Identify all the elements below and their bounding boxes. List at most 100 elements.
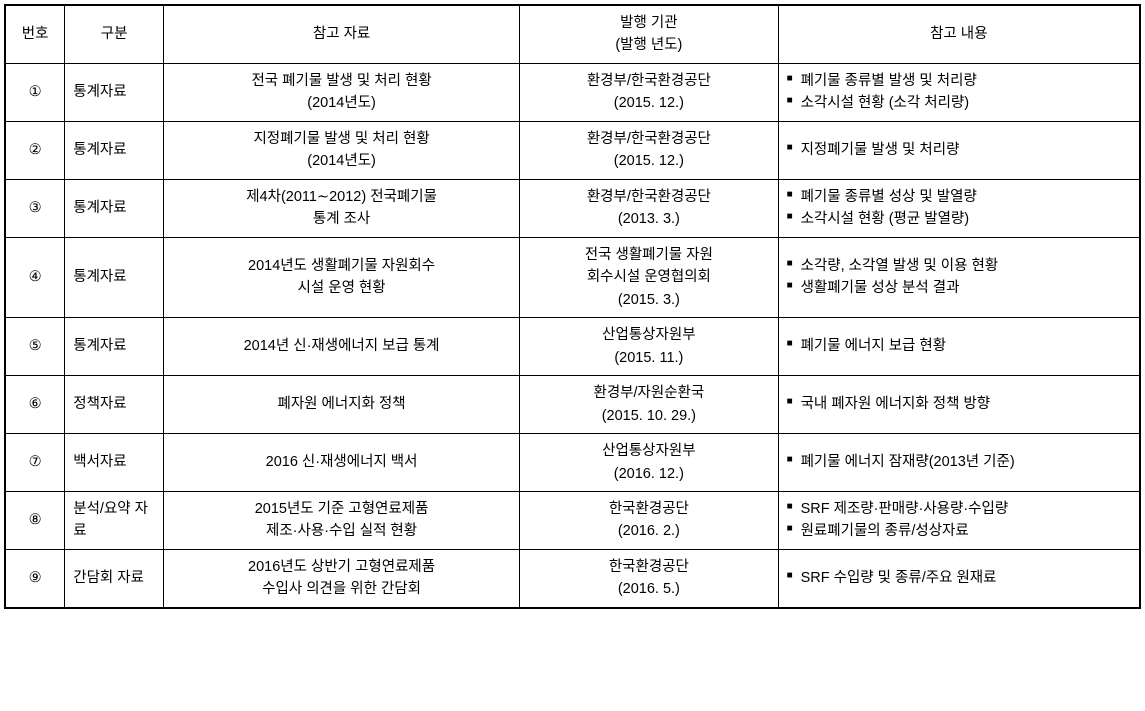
cell-org-line1: 산업통상자원부 — [528, 440, 769, 462]
table-row: ⑥정책자료폐자원 에너지화 정책환경부/자원순환국(2015. 10. 29.)… — [5, 376, 1140, 434]
cell-num: ⑥ — [5, 376, 65, 434]
cell-reference: 2016 신·재생에너지 백서 — [164, 434, 520, 492]
cell-reference-line1: 2014년도 생활폐기물 자원회수 — [172, 255, 511, 277]
cell-org: 전국 생활폐기물 자원회수시설 운영협의회(2015. 3.) — [520, 237, 778, 317]
cell-note: 폐기물 종류별 성상 및 발열량소각시설 현황 (평균 발열량) — [778, 179, 1140, 237]
cell-org-line2: (2016. 12.) — [528, 463, 769, 485]
cell-org: 환경부/한국환경공단(2015. 12.) — [520, 121, 778, 179]
cell-reference: 전국 폐기물 발생 및 처리 현황(2014년도) — [164, 63, 520, 121]
note-item: 국내 폐자원 에너지화 정책 방향 — [787, 393, 1131, 415]
note-item: 소각량, 소각열 발생 및 이용 현황 — [787, 255, 1131, 277]
table-row: ④통계자료2014년도 생활폐기물 자원회수시설 운영 현황전국 생활폐기물 자… — [5, 237, 1140, 317]
note-item: SRF 수입량 및 종류/주요 원재료 — [787, 567, 1131, 589]
cell-org: 한국환경공단(2016. 5.) — [520, 549, 778, 607]
note-list: 지정폐기물 발생 및 처리량 — [787, 139, 1131, 161]
cell-category: 통계자료 — [65, 121, 164, 179]
cell-reference: 지정폐기물 발생 및 처리 현황(2014년도) — [164, 121, 520, 179]
cell-num: ② — [5, 121, 65, 179]
cell-reference-line1: 전국 폐기물 발생 및 처리 현황 — [172, 70, 511, 92]
cell-reference-line2: 통계 조사 — [172, 208, 511, 230]
reference-table: 번호 구분 참고 자료 발행 기관 (발행 년도) 참고 내용 ①통계자료전국 … — [4, 4, 1141, 609]
cell-reference: 2014년도 생활폐기물 자원회수시설 운영 현황 — [164, 237, 520, 317]
header-num: 번호 — [5, 5, 65, 63]
cell-reference-line2: 수입사 의견을 위한 간담회 — [172, 578, 511, 600]
cell-reference-line2: 시설 운영 현황 — [172, 277, 511, 299]
cell-org-line1: 환경부/한국환경공단 — [528, 128, 769, 150]
cell-reference-line1: 2016년도 상반기 고형연료제품 — [172, 556, 511, 578]
table-row: ①통계자료전국 폐기물 발생 및 처리 현황(2014년도)환경부/한국환경공단… — [5, 63, 1140, 121]
cell-reference-line1: 제4차(2011∼2012) 전국폐기물 — [172, 186, 511, 208]
cell-org-line1: 환경부/한국환경공단 — [528, 70, 769, 92]
note-list: 폐기물 에너지 잠재량(2013년 기준) — [787, 451, 1131, 473]
cell-num: ⑦ — [5, 434, 65, 492]
note-list: 폐기물 종류별 발생 및 처리량소각시설 현황 (소각 처리량) — [787, 70, 1131, 115]
cell-reference-line1: 폐자원 에너지화 정책 — [172, 393, 511, 415]
table-row: ③통계자료제4차(2011∼2012) 전국폐기물통계 조사환경부/한국환경공단… — [5, 179, 1140, 237]
header-org-line1: 발행 기관 — [528, 12, 769, 34]
cell-note: SRF 제조량·판매량·사용량·수입량원료폐기물의 종류/성상자료 — [778, 491, 1140, 549]
header-org: 발행 기관 (발행 년도) — [520, 5, 778, 63]
table-row: ②통계자료지정폐기물 발생 및 처리 현황(2014년도)환경부/한국환경공단(… — [5, 121, 1140, 179]
header-org-line2: (발행 년도) — [528, 34, 769, 56]
note-item: 폐기물 에너지 잠재량(2013년 기준) — [787, 451, 1131, 473]
cell-reference: 2014년 신·재생에너지 보급 통계 — [164, 318, 520, 376]
cell-note: 소각량, 소각열 발생 및 이용 현황생활폐기물 성상 분석 결과 — [778, 237, 1140, 317]
note-item: 소각시설 현황 (평균 발열량) — [787, 208, 1131, 230]
note-list: 폐기물 에너지 보급 현황 — [787, 335, 1131, 357]
cell-reference-line2: 제조·사용·수입 실적 현황 — [172, 520, 511, 542]
note-list: 소각량, 소각열 발생 및 이용 현황생활폐기물 성상 분석 결과 — [787, 255, 1131, 300]
header-note: 참고 내용 — [778, 5, 1140, 63]
note-list: SRF 제조량·판매량·사용량·수입량원료폐기물의 종류/성상자료 — [787, 498, 1131, 543]
cell-reference-line1: 지정폐기물 발생 및 처리 현황 — [172, 128, 511, 150]
table-row: ⑨간담회 자료2016년도 상반기 고형연료제품수입사 의견을 위한 간담회한국… — [5, 549, 1140, 607]
cell-num: ⑨ — [5, 549, 65, 607]
table-row: ⑤통계자료2014년 신·재생에너지 보급 통계산업통상자원부(2015. 11… — [5, 318, 1140, 376]
cell-org: 한국환경공단(2016. 2.) — [520, 491, 778, 549]
cell-org-line1: 전국 생활폐기물 자원 — [528, 244, 769, 266]
cell-reference: 제4차(2011∼2012) 전국폐기물통계 조사 — [164, 179, 520, 237]
note-item: 소각시설 현황 (소각 처리량) — [787, 92, 1131, 114]
note-item: 폐기물 에너지 보급 현황 — [787, 335, 1131, 357]
cell-reference-line1: 2014년 신·재생에너지 보급 통계 — [172, 335, 511, 357]
cell-org-line2: (2015. 10. 29.) — [528, 405, 769, 427]
cell-reference: 2015년도 기준 고형연료제품제조·사용·수입 실적 현황 — [164, 491, 520, 549]
cell-reference: 폐자원 에너지화 정책 — [164, 376, 520, 434]
cell-category: 백서자료 — [65, 434, 164, 492]
cell-org: 산업통상자원부(2016. 12.) — [520, 434, 778, 492]
note-item: 폐기물 종류별 발생 및 처리량 — [787, 70, 1131, 92]
cell-org-line2: (2016. 2.) — [528, 520, 769, 542]
cell-category: 분석/요약 자료 — [65, 491, 164, 549]
note-item: 원료폐기물의 종류/성상자료 — [787, 520, 1131, 542]
cell-num: ⑤ — [5, 318, 65, 376]
cell-num: ④ — [5, 237, 65, 317]
cell-org-line1: 한국환경공단 — [528, 498, 769, 520]
note-item: 생활폐기물 성상 분석 결과 — [787, 277, 1131, 299]
table-header-row: 번호 구분 참고 자료 발행 기관 (발행 년도) 참고 내용 — [5, 5, 1140, 63]
cell-note: SRF 수입량 및 종류/주요 원재료 — [778, 549, 1140, 607]
cell-reference-line2: (2014년도) — [172, 150, 511, 172]
note-list: 국내 폐자원 에너지화 정책 방향 — [787, 393, 1131, 415]
cell-org-line1: 산업통상자원부 — [528, 324, 769, 346]
cell-org-line2: (2013. 3.) — [528, 208, 769, 230]
note-item: SRF 제조량·판매량·사용량·수입량 — [787, 498, 1131, 520]
cell-org-line2: (2016. 5.) — [528, 578, 769, 600]
cell-org-line2: (2015. 12.) — [528, 92, 769, 114]
cell-org-line1: 환경부/자원순환국 — [528, 382, 769, 404]
cell-org-line2: (2015. 11.) — [528, 347, 769, 369]
cell-num: ⑧ — [5, 491, 65, 549]
cell-note: 폐기물 에너지 보급 현황 — [778, 318, 1140, 376]
note-item: 폐기물 종류별 성상 및 발열량 — [787, 186, 1131, 208]
cell-category: 통계자료 — [65, 179, 164, 237]
table-body: ①통계자료전국 폐기물 발생 및 처리 현황(2014년도)환경부/한국환경공단… — [5, 63, 1140, 607]
note-list: 폐기물 종류별 성상 및 발열량소각시설 현황 (평균 발열량) — [787, 186, 1131, 231]
cell-reference: 2016년도 상반기 고형연료제품수입사 의견을 위한 간담회 — [164, 549, 520, 607]
cell-reference-line1: 2016 신·재생에너지 백서 — [172, 451, 511, 473]
cell-org-line1: 환경부/한국환경공단 — [528, 186, 769, 208]
cell-category: 간담회 자료 — [65, 549, 164, 607]
header-category: 구분 — [65, 5, 164, 63]
cell-note: 폐기물 에너지 잠재량(2013년 기준) — [778, 434, 1140, 492]
table-row: ⑧분석/요약 자료2015년도 기준 고형연료제품제조·사용·수입 실적 현황한… — [5, 491, 1140, 549]
cell-org: 산업통상자원부(2015. 11.) — [520, 318, 778, 376]
cell-org: 환경부/한국환경공단(2013. 3.) — [520, 179, 778, 237]
cell-num: ① — [5, 63, 65, 121]
